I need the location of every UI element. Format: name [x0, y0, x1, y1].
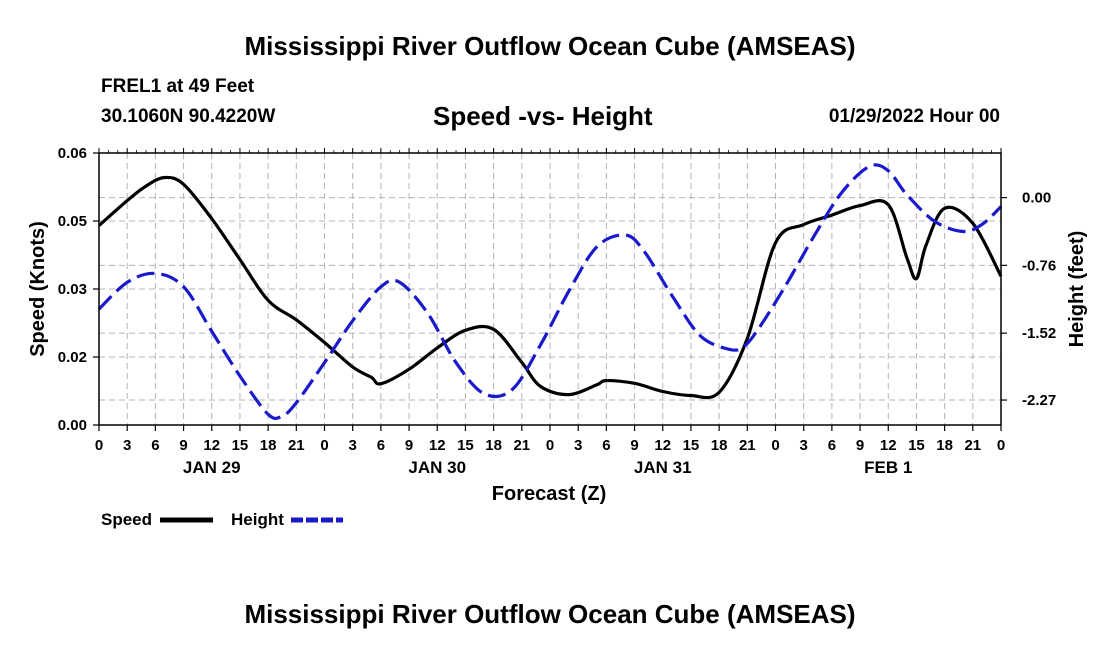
x-tick-label: 6 [602, 437, 610, 454]
station-coordinates: 30.1060N 90.4220W [101, 106, 276, 127]
y-left-tick-label: 0.02 [58, 349, 87, 366]
x-tick-label: 15 [232, 437, 249, 454]
x-tick-label: 9 [630, 437, 638, 454]
y-axis-left-label: Speed (Knots) [27, 221, 49, 357]
x-tick-label: 12 [880, 437, 897, 454]
y-right-tick-label: 0.00 [1022, 190, 1051, 207]
x-tick-label: 12 [654, 437, 671, 454]
x-axis-label: Forecast (Z) [492, 483, 606, 505]
x-tick-label: 18 [485, 437, 502, 454]
y-axis-right-label: Height (feet) [1066, 231, 1088, 348]
x-tick-label: 3 [349, 437, 357, 454]
legend-height-label: Height [231, 510, 284, 529]
x-tick-label: 6 [151, 437, 159, 454]
y-right-tick-label: -1.52 [1022, 325, 1056, 342]
x-tick-label: 21 [513, 437, 530, 454]
axis-tick-labels: 0 3 6 9 12 15 18 21 0 3 6 9 12 15 18 21 0 3 6 9 12 15 18 21 0 3 6 9… [58, 145, 1056, 477]
x-tick-label: 0 [546, 437, 554, 454]
x-date-label: JAN 29 [183, 458, 241, 477]
chart-series-layer [97, 163, 1003, 421]
x-tick-label: 12 [429, 437, 446, 454]
x-tick-label: 0 [95, 437, 103, 454]
x-tick-label: 6 [377, 437, 385, 454]
x-tick-label: 6 [828, 437, 836, 454]
x-tick-label: 9 [856, 437, 864, 454]
legend-speed-label: Speed [101, 510, 152, 529]
y-right-tick-label: -0.76 [1022, 257, 1056, 274]
chart-grid [99, 153, 1001, 425]
legend: Speed Height [101, 510, 343, 529]
y-left-tick-label: 0.00 [58, 417, 87, 434]
x-tick-label: 15 [683, 437, 700, 454]
x-tick-label: 0 [320, 437, 328, 454]
y-left-tick-label: 0.03 [58, 281, 87, 298]
x-tick-label: 0 [997, 437, 1005, 454]
x-tick-label: 12 [203, 437, 220, 454]
chart-main-title: Mississippi River Outflow Ocean Cube (AM… [244, 31, 856, 61]
x-tick-label: 3 [123, 437, 131, 454]
forecast-run-time: 01/29/2022 Hour 00 [828, 106, 1000, 127]
x-tick-label: 3 [800, 437, 808, 454]
footer-title: Mississippi River Outflow Ocean Cube (AM… [244, 599, 856, 629]
x-tick-label: 21 [739, 437, 756, 454]
x-date-label: JAN 30 [408, 458, 466, 477]
station-label: FREL1 at 49 Feet [101, 76, 255, 97]
y-right-tick-label: -2.27 [1022, 392, 1056, 409]
axis-ticks [93, 148, 1007, 431]
x-tick-label: 18 [936, 437, 953, 454]
x-tick-label: 0 [771, 437, 779, 454]
x-tick-label: 9 [405, 437, 413, 454]
x-tick-label: 9 [179, 437, 187, 454]
series-line-speed [97, 175, 1003, 400]
series-line-height [97, 163, 1003, 421]
x-tick-label: 21 [288, 437, 305, 454]
x-tick-label: 18 [711, 437, 728, 454]
x-tick-label: 15 [457, 437, 474, 454]
x-tick-label: 18 [260, 437, 277, 454]
x-date-label: JAN 31 [634, 458, 692, 477]
x-tick-label: 21 [964, 437, 981, 454]
y-left-tick-label: 0.05 [58, 213, 87, 230]
x-tick-label: 15 [908, 437, 925, 454]
y-left-tick-label: 0.06 [58, 145, 87, 162]
x-date-label: FEB 1 [864, 458, 912, 477]
chart-subtitle: Speed -vs- Height [433, 101, 653, 131]
x-tick-label: 3 [574, 437, 582, 454]
